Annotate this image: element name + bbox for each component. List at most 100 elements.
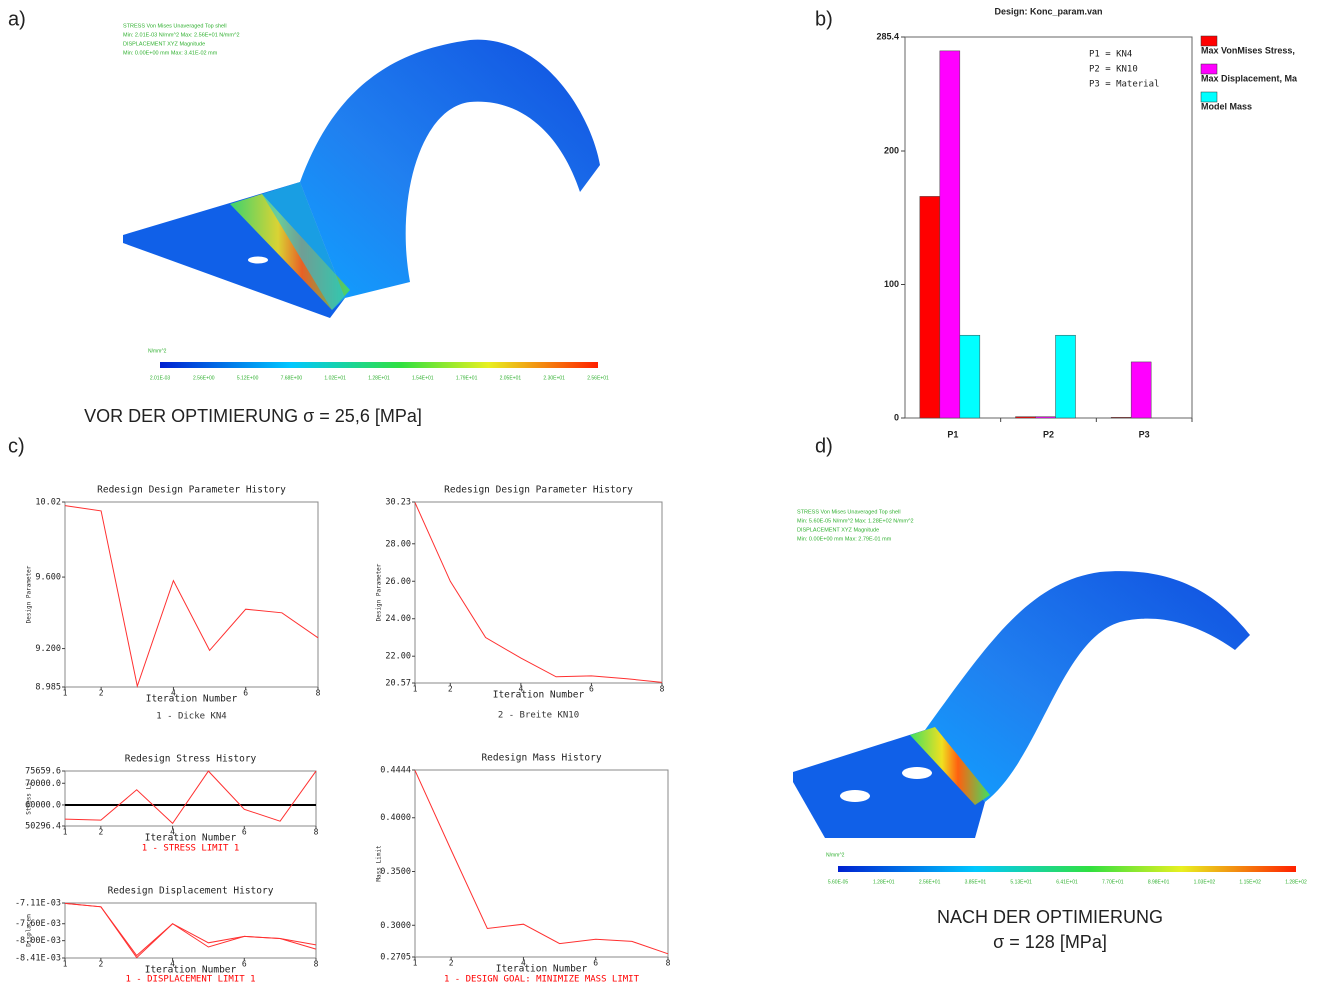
fea-model-after bbox=[793, 571, 1250, 838]
x-tick-label: 6 bbox=[242, 828, 247, 837]
x-tick-label: 6 bbox=[593, 959, 598, 968]
y-tick-label: 9.600 bbox=[35, 573, 61, 583]
x-tick-label: P1 bbox=[947, 429, 958, 439]
bar bbox=[1111, 417, 1131, 418]
y-tick-label: -7.11E-03 bbox=[15, 899, 61, 909]
x-tick-label: 1 bbox=[413, 685, 418, 694]
y-tick-label: 70000.0 bbox=[25, 779, 61, 789]
y-tick-label: 20.57 bbox=[385, 679, 411, 689]
fea-scale-label: 1.03E+02 bbox=[1194, 879, 1216, 885]
chart-title: Redesign Stress History bbox=[125, 754, 257, 765]
x-tick-label: 6 bbox=[243, 689, 248, 698]
y-tick-label: 9.200 bbox=[35, 644, 61, 654]
plot-frame bbox=[65, 771, 316, 826]
x-tick-label: 1 bbox=[63, 960, 68, 969]
x-tick-label: 1 bbox=[413, 959, 418, 968]
x-tick-label: 2 bbox=[98, 828, 103, 837]
fea-scale-label: 7.68E+00 bbox=[281, 375, 303, 381]
fea-scale-label: 1.28E+01 bbox=[873, 879, 895, 885]
panel-label: a) bbox=[8, 8, 26, 30]
annotation: P2 = KN10 bbox=[1089, 65, 1138, 75]
y-tick-label: -8.00E-03 bbox=[15, 936, 61, 946]
caption: 1 - STRESS LIMIT 1 bbox=[142, 844, 240, 854]
line-series bbox=[415, 503, 662, 683]
fea-model-before bbox=[123, 40, 600, 318]
bar bbox=[1036, 417, 1056, 418]
line-series bbox=[65, 903, 316, 957]
plot-frame bbox=[65, 903, 316, 958]
y-tick-label: 10.02 bbox=[35, 498, 61, 508]
x-tick-label: 2 bbox=[99, 689, 104, 698]
y-tick-label: 28.00 bbox=[385, 539, 411, 549]
fea-header: DISPLACEMENT XYZ Magnitude bbox=[123, 41, 205, 47]
fea-header: Min: 0.00E+00 mm Max: 2.79E-01 mm bbox=[797, 536, 892, 542]
fea-scale-label: 2.01E-03 bbox=[150, 375, 171, 381]
fea-caption: NACH DER OPTIMIERUNG bbox=[937, 907, 1163, 927]
bar bbox=[960, 335, 980, 418]
fea-scale-label: 2.56E+00 bbox=[193, 375, 215, 381]
fea-caption: σ = 128 [MPa] bbox=[993, 932, 1107, 952]
annotation: P1 = KN4 bbox=[1089, 50, 1132, 60]
y-tick-label: 200 bbox=[884, 145, 899, 155]
y-tick-label: -8.41E-03 bbox=[15, 954, 61, 964]
figure: a)b)c)d)STRESS Von Mises Unaveraged Top … bbox=[0, 0, 1318, 986]
panel-label: c) bbox=[8, 435, 25, 457]
fea-scale-label: 2.56E+01 bbox=[587, 375, 609, 381]
line-series bbox=[65, 903, 316, 955]
fea-scale-label: 5.12E+00 bbox=[237, 375, 259, 381]
legend-label: Max Displacement, Ma bbox=[1201, 73, 1298, 83]
fea-scale-label: 2.05E+01 bbox=[500, 375, 522, 381]
annotation: P3 = Material bbox=[1089, 80, 1159, 90]
x-tick-label: 8 bbox=[316, 689, 321, 698]
fea-scale-label: 8.98E+01 bbox=[1148, 879, 1170, 885]
page: { "panel_labels": ["a)", "b)", "c)", "d)… bbox=[0, 0, 1318, 986]
caption: 1 - DESIGN GOAL: MINIMIZE MASS LIMIT bbox=[444, 975, 640, 985]
fea-scale-label: 3.85E+01 bbox=[965, 879, 987, 885]
fea-scale-label: 6.41E+01 bbox=[1056, 879, 1078, 885]
x-axis-label: Iteration Number bbox=[145, 833, 237, 844]
chart-title: Redesign Displacement History bbox=[108, 886, 274, 897]
fea-scale-label: 1.54E+01 bbox=[412, 375, 434, 381]
fea-scale-label: 1.15E+02 bbox=[1239, 879, 1261, 885]
line-series bbox=[415, 770, 668, 953]
y-axis-label: Design Parameter bbox=[376, 563, 383, 621]
y-tick-label: 22.00 bbox=[385, 652, 411, 662]
x-tick-label: 1 bbox=[63, 689, 68, 698]
fea-header: Min: 5.60E-05 N/mm^2 Max: 1.28E+02 N/mm^… bbox=[797, 518, 914, 524]
bar bbox=[1056, 335, 1076, 418]
x-tick-label: 6 bbox=[242, 960, 247, 969]
fea-scale-label: 1.79E+01 bbox=[456, 375, 478, 381]
bar bbox=[920, 196, 940, 418]
x-tick-label: 1 bbox=[63, 828, 68, 837]
x-tick-label: 6 bbox=[589, 685, 594, 694]
fea-header: Min: 2.01E-03 N/mm^2 Max: 2.56E+01 N/mm^… bbox=[123, 32, 240, 38]
chart-title: Redesign Design Parameter History bbox=[97, 485, 286, 496]
caption: 2 - Breite KN10 bbox=[498, 711, 579, 721]
line-series bbox=[65, 506, 318, 686]
fea-header: DISPLACEMENT XYZ Magnitude bbox=[797, 527, 879, 533]
legend-label: Model Mass bbox=[1201, 101, 1252, 111]
fea-scale-label: 1.28E+01 bbox=[368, 375, 390, 381]
fea-scale-label: 1.28E+02 bbox=[1285, 879, 1307, 885]
fea-scale-label: 2.56E+01 bbox=[919, 879, 941, 885]
y-tick-label: 100 bbox=[884, 279, 899, 289]
x-axis-label: Iteration Number bbox=[496, 964, 588, 975]
fea-header: STRESS Von Mises Unaveraged Top shell bbox=[797, 509, 901, 515]
y-tick-label: 0 bbox=[894, 412, 899, 422]
line-series bbox=[65, 771, 316, 823]
y-tick-label: 24.00 bbox=[385, 614, 411, 624]
y-tick-label: 75659.6 bbox=[25, 767, 61, 777]
x-tick-label: 2 bbox=[448, 685, 453, 694]
bar bbox=[940, 51, 960, 418]
y-tick-label: -7.60E-03 bbox=[15, 919, 61, 929]
fea-header: Min: 0.00E+00 mm Max: 3.41E-02 mm bbox=[123, 50, 218, 56]
bar bbox=[1016, 417, 1036, 418]
x-tick-label: 2 bbox=[449, 959, 454, 968]
fea-scale-label: 1.02E+01 bbox=[324, 375, 346, 381]
chart-title: Redesign Mass History bbox=[481, 753, 601, 764]
x-tick-label: 8 bbox=[660, 685, 665, 694]
y-tick-label: 0.3500 bbox=[380, 867, 411, 877]
fea-scale-label: 5.13E+01 bbox=[1010, 879, 1032, 885]
x-tick-label: 8 bbox=[666, 959, 671, 968]
caption: 1 - DISPLACEMENT LIMIT 1 bbox=[125, 975, 255, 985]
